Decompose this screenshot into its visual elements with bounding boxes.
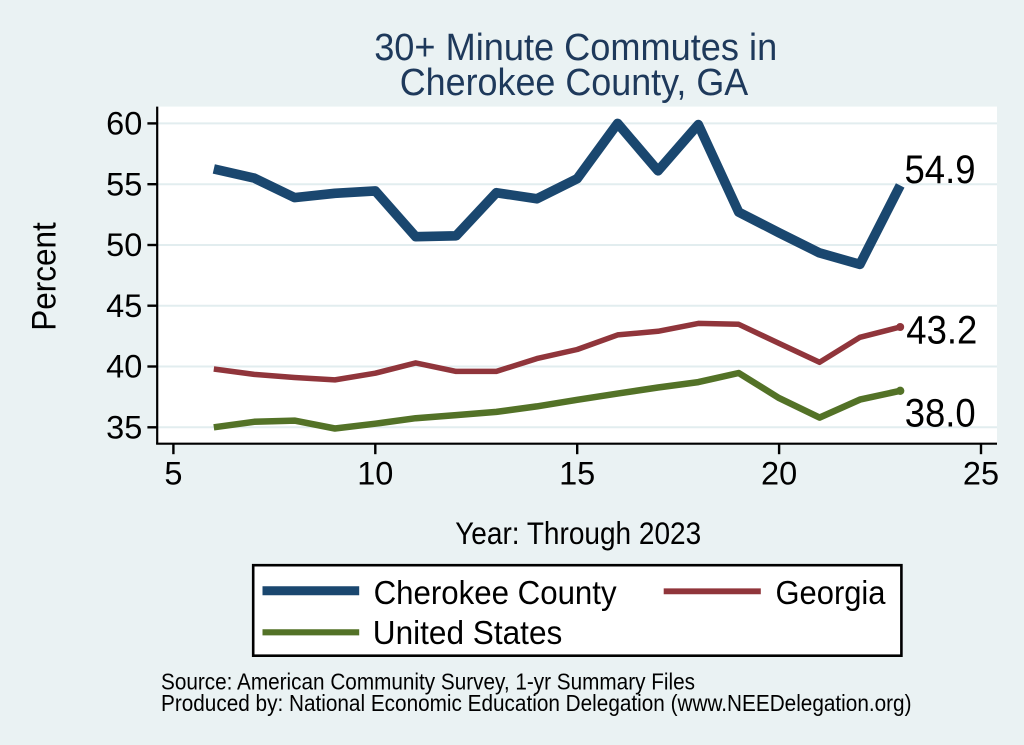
svg-text:Year: Through 2023: Year: Through 2023 bbox=[455, 515, 701, 551]
svg-text:45: 45 bbox=[106, 288, 142, 324]
svg-text:40: 40 bbox=[106, 349, 142, 385]
svg-text:54.9: 54.9 bbox=[905, 148, 976, 192]
svg-text:Cherokee County: Cherokee County bbox=[374, 575, 617, 612]
svg-text:Produced by: National Economic: Produced by: National Economic Education… bbox=[161, 690, 912, 716]
svg-text:35: 35 bbox=[106, 410, 142, 446]
svg-text:20: 20 bbox=[761, 455, 797, 491]
svg-text:Source: American Community Sur: Source: American Community Survey, 1-yr … bbox=[161, 668, 695, 694]
svg-text:30+ Minute Commutes in: 30+ Minute Commutes in bbox=[374, 27, 777, 69]
svg-text:38.0: 38.0 bbox=[905, 392, 976, 436]
svg-text:United States: United States bbox=[373, 615, 563, 652]
svg-text:60: 60 bbox=[106, 106, 142, 142]
svg-text:Georgia: Georgia bbox=[776, 575, 886, 612]
svg-text:43.2: 43.2 bbox=[906, 309, 977, 353]
svg-text:Cherokee County, GA: Cherokee County, GA bbox=[400, 62, 749, 104]
svg-text:25: 25 bbox=[963, 455, 999, 491]
svg-text:55: 55 bbox=[106, 166, 142, 202]
svg-text:50: 50 bbox=[106, 227, 142, 263]
svg-text:10: 10 bbox=[357, 455, 393, 491]
svg-text:5: 5 bbox=[164, 455, 182, 491]
svg-text:Percent: Percent bbox=[26, 222, 64, 331]
svg-text:15: 15 bbox=[559, 455, 595, 491]
